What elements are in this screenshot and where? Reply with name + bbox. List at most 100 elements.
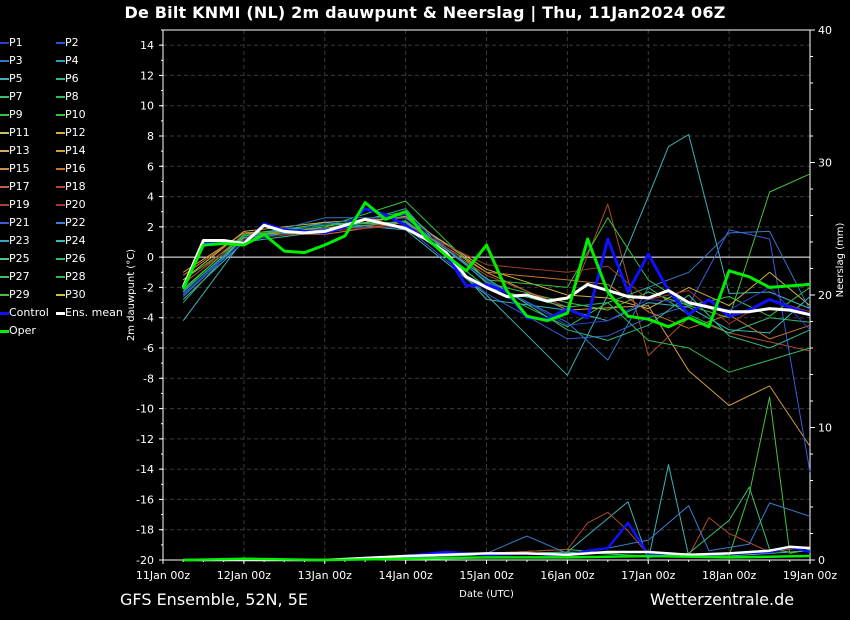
legend-item: P25 [0,250,30,268]
legend-item: P21 [0,214,30,232]
y-tick-label: -16 [136,493,154,506]
y-tick-label: 14 [140,39,154,52]
legend-swatch [56,186,65,188]
y2-tick-label: 40 [818,24,832,37]
legend-label: P26 [65,252,86,265]
legend-item: P1 [0,34,23,52]
y-tick-label: 4 [147,191,154,204]
legend-swatch [0,60,9,62]
legend-item: Ens. mean [56,304,123,322]
precip-line-ens-mean [183,545,811,562]
legend-item: P29 [0,286,30,304]
legend-item: P17 [0,178,30,196]
legend-item: P20 [56,196,86,214]
legend-item: Control [0,304,49,322]
legend-label: Oper [9,324,36,337]
legend-label: P1 [9,36,23,49]
legend-label: Ens. mean [65,306,123,319]
legend-item: P26 [56,250,86,268]
legend-label: P27 [9,270,30,283]
legend-label: P28 [65,270,86,283]
x-tick-label: 19Jan 00z [783,569,837,582]
precip-line-oper [183,554,811,562]
x-tick-label: 17Jan 00z [621,569,675,582]
x-tick-label: 18Jan 00z [702,569,756,582]
legend-swatch [56,240,65,242]
series-line-p26 [182,221,811,334]
series-line-p21 [182,226,811,473]
legend-swatch [56,78,65,80]
legend-label: P21 [9,216,30,229]
legend-swatch [56,96,65,98]
legend-swatch [56,204,65,206]
legend-item: P24 [56,232,86,250]
legend-item: P14 [56,142,86,160]
legend-item: P28 [56,268,86,286]
series-line-p1 [182,214,811,331]
legend-label: P2 [65,36,79,49]
legend-swatch [56,168,65,170]
legend-swatch [0,96,9,98]
x-tick-label: 15Jan 00z [459,569,513,582]
legend-label: P30 [65,288,86,301]
legend-item: P12 [56,124,86,142]
y-tick-label: -18 [136,524,154,537]
legend-label: P22 [65,216,86,229]
legend-label: P15 [9,162,30,175]
legend-item: P22 [56,214,86,232]
y-axis-title: 2m dauwpunt (°C) [126,249,137,341]
series-line-p14 [182,215,811,447]
series-line-oper [181,201,811,329]
legend-item: P5 [0,70,23,88]
legend-swatch [0,258,9,260]
y-tick-label: 12 [140,69,154,82]
y2-tick-label: 30 [818,157,832,170]
legend-item: P9 [0,106,23,124]
x-tick-label: 14Jan 00z [379,569,433,582]
source-caption: Wetterzentrale.de [650,590,795,609]
precip-line-p7 [405,486,811,557]
legend-label: Control [9,306,49,319]
series-line-control [181,207,811,321]
legend-swatch [0,276,9,278]
legend-label: P5 [9,72,23,85]
legend-label: P24 [65,234,86,247]
y-tick-label: 0 [147,251,154,264]
legend-swatch [0,186,9,188]
legend-swatch [0,114,9,116]
y2-tick-label: 10 [818,422,832,435]
legend-item: P18 [56,178,86,196]
precip-line-p18 [405,511,811,558]
legend-swatch [0,294,9,296]
legend-label: P3 [9,54,23,67]
legend-swatch [56,276,65,278]
precip-line-p22 [405,502,811,558]
legend-swatch [0,329,9,333]
legend-swatch [56,222,65,224]
legend-label: P18 [65,180,86,193]
legend-item: P2 [56,34,79,52]
legend-item: P13 [0,142,30,160]
legend-swatch [56,132,65,134]
legend-label: P6 [65,72,79,85]
legend-item: P30 [56,286,86,304]
legend-item: P6 [56,70,79,88]
legend-swatch [0,42,9,44]
x-tick-label: 11Jan 00z [136,569,190,582]
legend-label: P20 [65,198,86,211]
legend-swatch [0,222,9,224]
precip-line-p29 [405,396,811,558]
legend-swatch [0,150,9,152]
legend-swatch [56,311,65,315]
legend-label: P12 [65,126,86,139]
legend-label: P11 [9,126,30,139]
legend-swatch [56,294,65,296]
legend-item: P10 [56,106,86,124]
legend-swatch [56,114,65,116]
legend-label: P29 [9,288,30,301]
legend-item: Oper [0,322,36,340]
legend-item: P7 [0,88,23,106]
chart-title: De Bilt KNMI (NL) 2m dauwpunt & Neerslag… [124,3,726,22]
series-line-p16 [182,221,811,340]
